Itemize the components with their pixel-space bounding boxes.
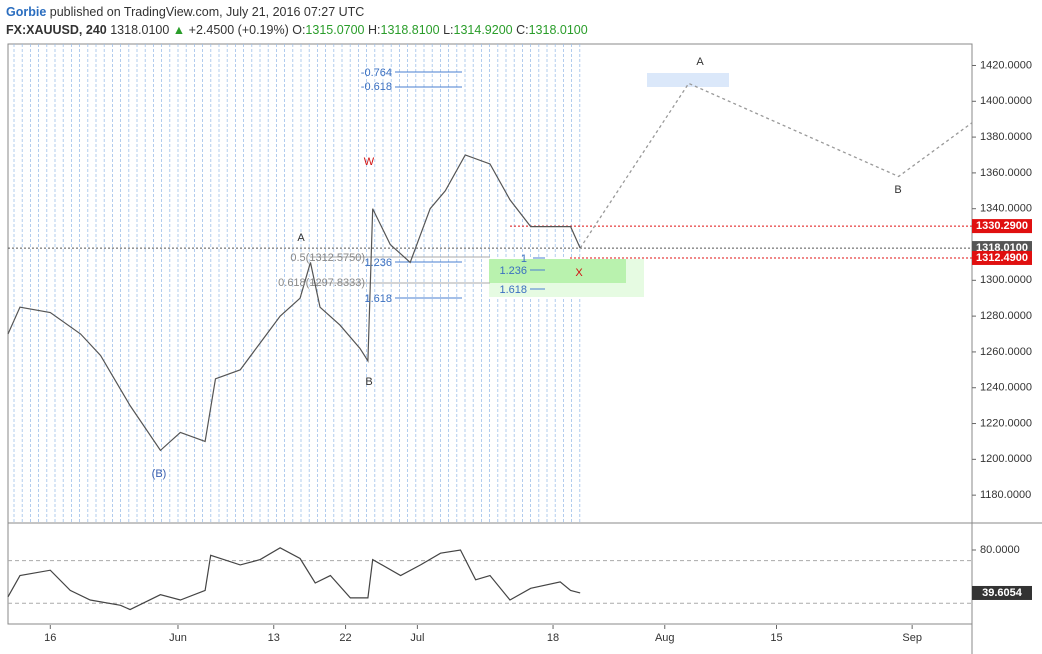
ohlc-label: O: [292, 23, 306, 37]
x-tick-label: 22 [339, 632, 351, 644]
publish-line: Gorbie published on TradingView.com, Jul… [6, 3, 588, 21]
fib-label: 1.618 [364, 293, 392, 305]
price-tag-label: 1330.2900 [976, 220, 1028, 232]
header: Gorbie published on TradingView.com, Jul… [6, 3, 588, 39]
last-price: 1318.0100 [110, 23, 170, 37]
x-tick-label: 15 [770, 632, 782, 644]
ohlc-value: 1318.0100 [528, 23, 588, 37]
wave-label: A [297, 232, 305, 244]
publish-info: published on TradingView.com, July 21, 2… [49, 5, 365, 19]
ohlc-label: H: [368, 23, 381, 37]
ohlc-label: L: [443, 23, 454, 37]
fib-label: 1 [521, 253, 527, 265]
y-tick-label: 1300.0000 [980, 274, 1032, 286]
y-tick-label: 1400.0000 [980, 95, 1032, 107]
y-tick-label: 1260.0000 [980, 346, 1032, 358]
x-tick-label: Aug [655, 632, 675, 644]
ohlc-value: 1315.0700 [305, 23, 365, 37]
y-tick-label: 1420.0000 [980, 59, 1032, 71]
projection-line [579, 82, 973, 249]
ohlc-label: C: [516, 23, 529, 37]
ohlc-value: 1318.8100 [380, 23, 440, 37]
y-tick-label: 80.0000 [980, 544, 1020, 556]
target-box [647, 73, 729, 87]
fib-label: -0.618 [361, 81, 392, 93]
x-tick-label: Jul [410, 632, 424, 644]
value-tag [972, 585, 1032, 600]
fib-label: -0.764 [361, 67, 392, 79]
fib-lines [310, 256, 490, 284]
y-tick-label: 1380.0000 [980, 131, 1032, 143]
y-tick-label: 1200.0000 [980, 453, 1032, 465]
value-label: 39.6054 [982, 587, 1023, 599]
fib-lines [395, 71, 545, 299]
wave-label: X [575, 267, 583, 279]
annotations: -0.764 -0.618 0.5(1312.5750) 1.236 0.618… [152, 56, 902, 480]
x-tick-label: 18 [547, 632, 559, 644]
y-tick-label: 1340.0000 [980, 203, 1032, 215]
price-tag [972, 219, 1032, 234]
fib-label: 1.618 [499, 284, 527, 296]
wave-label: W [364, 156, 375, 168]
zone-box [489, 259, 626, 283]
y-tick-label: 1220.0000 [980, 417, 1032, 429]
wave-label: B [894, 184, 901, 196]
wave-label: A [696, 56, 704, 68]
y-tick-label: 1280.0000 [980, 310, 1032, 322]
change: +2.4500 (+0.19%) [188, 23, 289, 37]
x-tick-label: 16 [44, 632, 56, 644]
price-line [7, 547, 581, 611]
price-tag [972, 250, 1032, 265]
x-tick-label: Sep [902, 632, 922, 644]
wave-label: (B) [152, 468, 167, 480]
fib-label: 1.236 [364, 257, 392, 269]
fib-label: 1.236 [499, 265, 527, 277]
price-tag-label: 1312.4900 [976, 252, 1028, 264]
quote-line: FX:XAUUSD, 240 1318.0100 ▲ +2.4500 (+0.1… [6, 23, 588, 37]
x-tick-label: 13 [268, 632, 280, 644]
wave-label: B [365, 376, 372, 388]
fib-label: 0.5(1312.5750) [290, 252, 365, 264]
price-line [7, 154, 581, 452]
x-tick-label: Jun [169, 632, 187, 644]
symbol: FX:XAUUSD, 240 [6, 23, 107, 37]
y-tick-label: 1180.0000 [980, 489, 1031, 501]
y-tick-label: 1240.0000 [980, 382, 1032, 394]
author[interactable]: Gorbie [6, 5, 47, 19]
ohlc-value: 1314.9200 [453, 23, 513, 37]
fib-label: 0.618(1297.8333) [278, 277, 365, 289]
y-tick-label: 1360.0000 [980, 167, 1032, 179]
